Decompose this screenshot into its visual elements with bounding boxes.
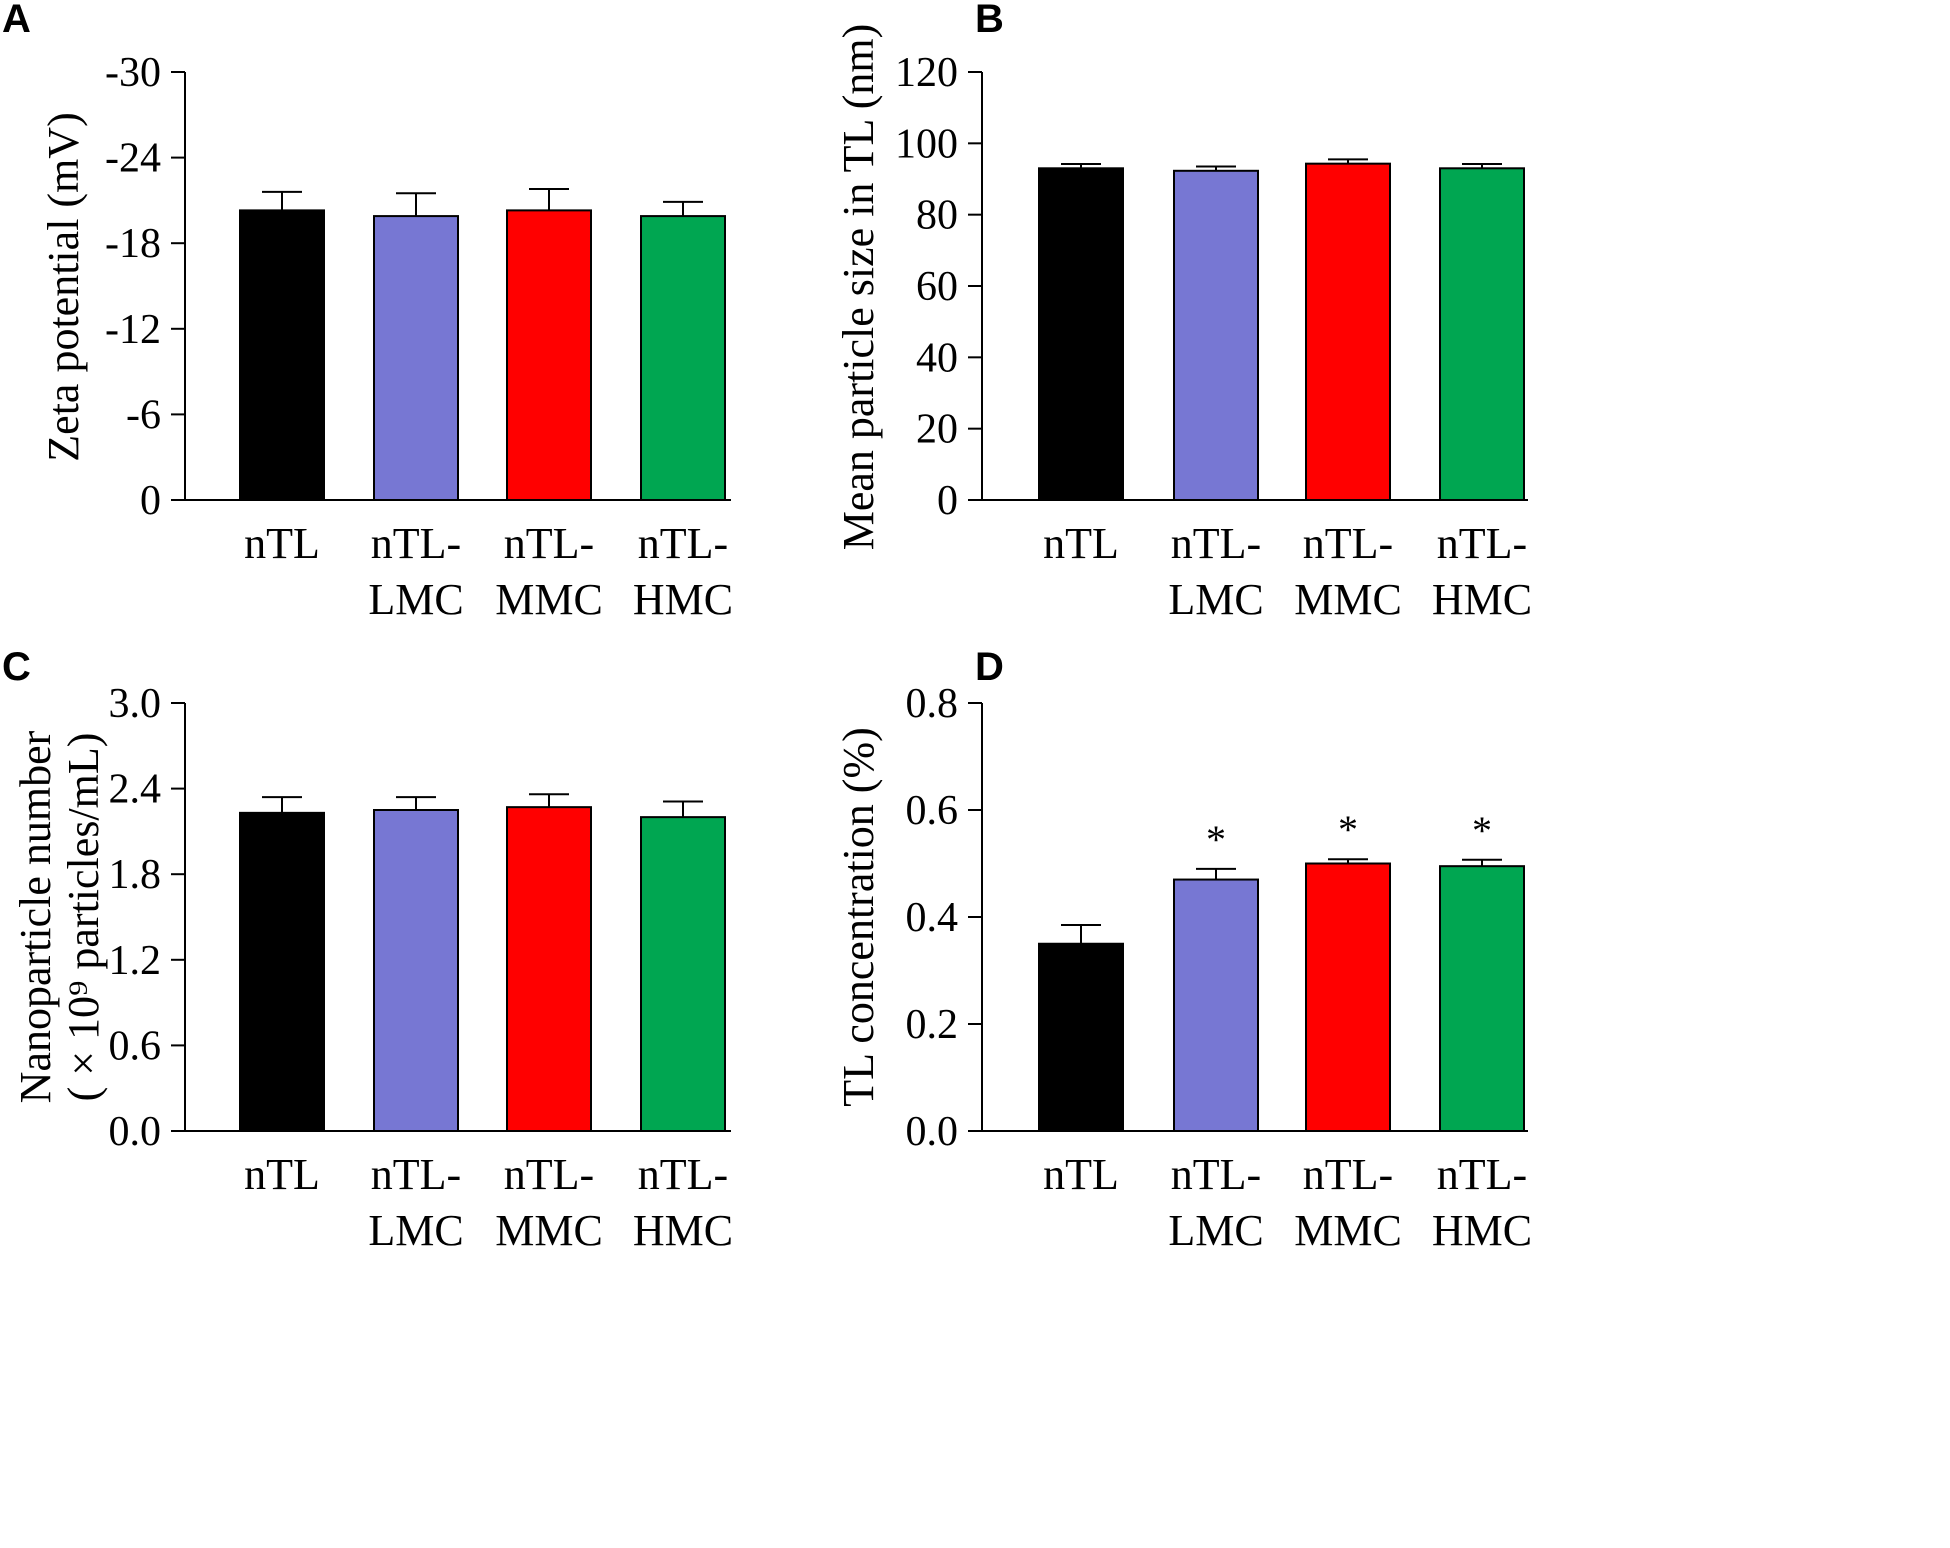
panel-letter: B bbox=[975, 0, 1004, 41]
y-axis-title-line: TL concentration (%) bbox=[834, 727, 883, 1107]
bar bbox=[1439, 167, 1525, 502]
bar bbox=[1173, 169, 1259, 501]
x-category-label: LMC bbox=[1168, 575, 1263, 624]
y-tick-label: 40 bbox=[916, 335, 958, 381]
y-tick-label: 0.0 bbox=[906, 1109, 959, 1155]
y-axis-title: Mean particle size in TL (nm) bbox=[834, 24, 883, 551]
y-axis-title: TL concentration (%) bbox=[834, 727, 883, 1107]
y-tick-label: 0 bbox=[937, 478, 958, 524]
y-tick-label: 0.8 bbox=[906, 681, 959, 727]
x-category-label: nTL- bbox=[1303, 519, 1393, 568]
significance-marker: * bbox=[1338, 807, 1358, 852]
x-category-label: nTL- bbox=[504, 519, 594, 568]
y-tick-label: 60 bbox=[916, 264, 958, 310]
significance-marker: * bbox=[1472, 808, 1492, 853]
y-tick-label: 0 bbox=[140, 478, 161, 524]
x-category-label: nTL- bbox=[1437, 519, 1527, 568]
y-axis-title-line: ( × 10⁹ particles/mL) bbox=[59, 733, 108, 1102]
x-category-label: nTL- bbox=[371, 519, 461, 568]
y-tick-label: -12 bbox=[105, 307, 161, 353]
x-category-label: nTL bbox=[1043, 519, 1119, 568]
x-category-label: nTL- bbox=[638, 1150, 728, 1199]
bar bbox=[506, 209, 592, 502]
y-tick-label: 1.8 bbox=[109, 852, 162, 898]
x-category-label: LMC bbox=[368, 1206, 463, 1255]
bar bbox=[239, 811, 325, 1132]
bar bbox=[239, 209, 325, 502]
x-category-label: HMC bbox=[1432, 1206, 1532, 1255]
y-tick-label: 0.6 bbox=[906, 788, 959, 834]
x-category-label: MMC bbox=[1294, 575, 1402, 624]
panel-b: B 0 20 40 60 80 100 120 Mean particle size in TL… bbox=[834, 0, 1532, 624]
y-tick-label: -18 bbox=[105, 221, 161, 267]
y-tick-label: 80 bbox=[916, 193, 958, 239]
significance-marker: * bbox=[1206, 817, 1226, 862]
y-axis-title-line: Mean particle size in TL (nm) bbox=[834, 24, 883, 551]
panel-letter: D bbox=[975, 645, 1004, 689]
x-category-label: nTL- bbox=[504, 1150, 594, 1199]
bar bbox=[506, 806, 592, 1132]
y-tick-label: 0.2 bbox=[906, 1002, 959, 1048]
y-tick-label: 1.2 bbox=[109, 938, 162, 984]
bar bbox=[1305, 862, 1391, 1132]
x-category-label: MMC bbox=[1294, 1206, 1402, 1255]
x-category-label: HMC bbox=[633, 1206, 733, 1255]
y-tick-label: -6 bbox=[126, 392, 161, 438]
x-category-label: MMC bbox=[495, 575, 603, 624]
y-axis-title: Zeta potential (mV) bbox=[39, 112, 88, 461]
y-tick-label: 0.0 bbox=[109, 1109, 162, 1155]
x-category-label: MMC bbox=[495, 1206, 603, 1255]
y-axis-title-line: Nanoparticle number bbox=[11, 730, 60, 1103]
x-category-label: LMC bbox=[368, 575, 463, 624]
x-category-label: LMC bbox=[1168, 1206, 1263, 1255]
bar bbox=[373, 215, 459, 502]
y-tick-label: 100 bbox=[895, 121, 958, 167]
bar bbox=[1038, 167, 1124, 502]
x-category-label: HMC bbox=[633, 575, 733, 624]
x-category-label: nTL bbox=[244, 519, 320, 568]
x-category-label: nTL bbox=[244, 1150, 320, 1199]
y-tick-label: 0.6 bbox=[109, 1023, 162, 1069]
x-category-label: nTL- bbox=[1437, 1150, 1527, 1199]
x-category-label: HMC bbox=[1432, 575, 1532, 624]
y-tick-label: 0.4 bbox=[906, 895, 959, 941]
bar bbox=[640, 215, 726, 502]
y-axis-title-line: Zeta potential (mV) bbox=[39, 112, 88, 461]
panel-d: D 0.0 0.2 0.4 0.6 0.8 TL concentration (%) nTL *… bbox=[834, 645, 1532, 1255]
y-tick-label: 3.0 bbox=[109, 681, 162, 727]
x-category-label: nTL- bbox=[371, 1150, 461, 1199]
bar bbox=[1305, 162, 1391, 501]
y-tick-label: 2.4 bbox=[109, 767, 162, 813]
bar bbox=[1038, 942, 1124, 1132]
y-tick-label: -30 bbox=[105, 50, 161, 96]
x-category-label: nTL- bbox=[1171, 1150, 1261, 1199]
x-category-label: nTL bbox=[1043, 1150, 1119, 1199]
bar bbox=[1173, 878, 1259, 1132]
panel-letter: A bbox=[2, 0, 31, 41]
bar bbox=[640, 816, 726, 1133]
y-tick-label: 120 bbox=[895, 50, 958, 96]
y-tick-label: -24 bbox=[105, 136, 161, 182]
bar bbox=[1439, 865, 1525, 1132]
x-category-label: nTL- bbox=[1171, 519, 1261, 568]
panel-letter: C bbox=[2, 645, 31, 689]
bar bbox=[373, 809, 459, 1132]
x-category-label: nTL- bbox=[1303, 1150, 1393, 1199]
y-tick-label: 20 bbox=[916, 407, 958, 453]
y-axis-title: Nanoparticle number( × 10⁹ particles/mL) bbox=[11, 730, 108, 1103]
x-category-label: nTL- bbox=[638, 519, 728, 568]
panel-a: A 0 -6 -12 -18 -24 -30 Zeta potential (mV) nTL nT… bbox=[2, 0, 733, 624]
